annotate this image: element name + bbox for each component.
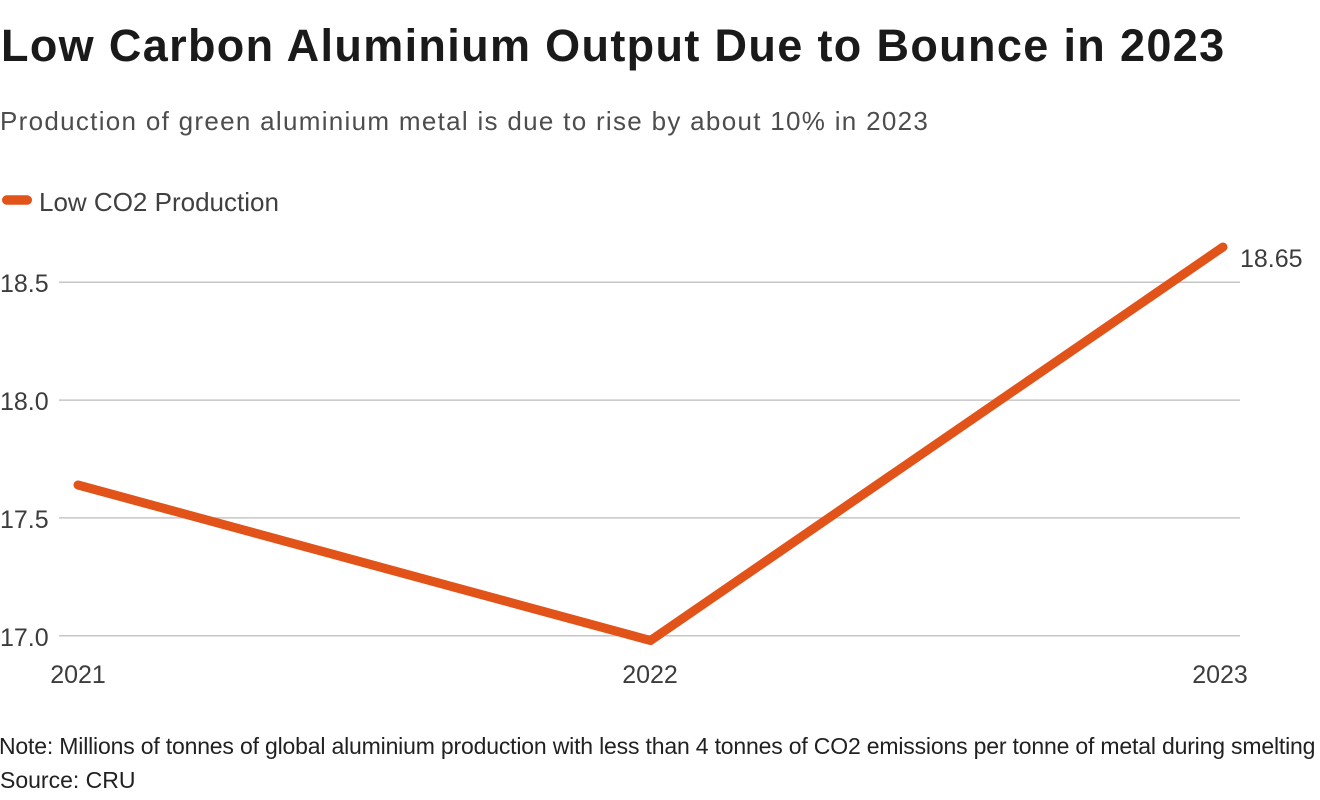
svg-text:2021: 2021: [50, 661, 106, 689]
svg-text:2022: 2022: [622, 661, 678, 689]
svg-text:18.5: 18.5: [0, 270, 49, 298]
svg-text:18.65: 18.65: [1240, 245, 1303, 273]
svg-text:17.5: 17.5: [0, 506, 49, 534]
svg-text:18.0: 18.0: [0, 388, 49, 416]
svg-text:17.0: 17.0: [0, 624, 49, 652]
svg-text:2023: 2023: [1192, 661, 1248, 689]
